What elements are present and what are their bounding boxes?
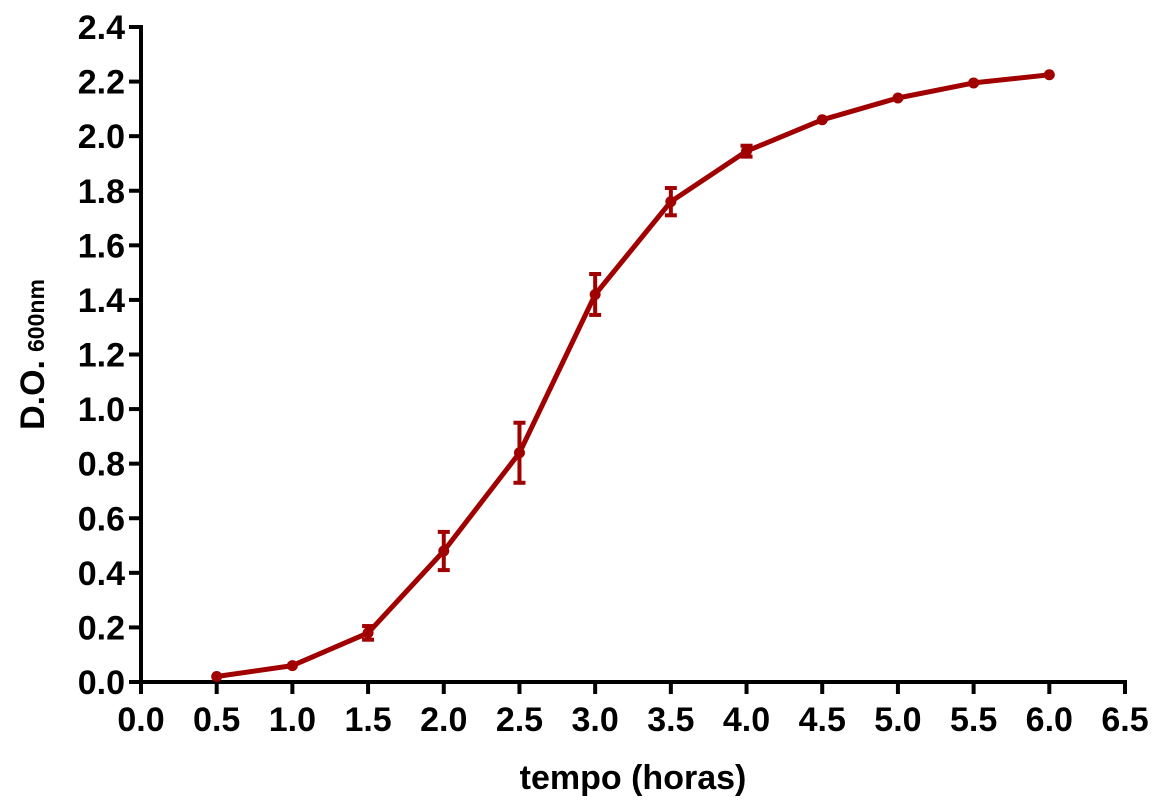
x-tick-label: 5.5 xyxy=(950,701,997,739)
x-tick-label: 6.5 xyxy=(1101,701,1148,739)
y-tick-label: 1.4 xyxy=(78,282,125,320)
y-axis-title-main: D.O. xyxy=(14,360,52,430)
data-point xyxy=(741,145,753,157)
y-tick-label: 1.2 xyxy=(78,337,125,375)
y-axis-title-subscript: 600nm xyxy=(23,279,49,352)
data-point xyxy=(362,627,374,639)
y-tick-label: 0.6 xyxy=(78,500,125,538)
data-point xyxy=(438,545,450,557)
x-tick-label: 0.5 xyxy=(193,701,240,739)
data-point xyxy=(513,447,525,459)
x-tick-label: 4.0 xyxy=(723,701,770,739)
x-tick-label: 6.0 xyxy=(1026,701,1073,739)
data-point xyxy=(589,288,601,300)
data-point xyxy=(968,77,980,89)
y-tick-label: 2.0 xyxy=(78,118,125,156)
y-tick-label: 2.4 xyxy=(78,9,125,47)
x-tick-label: 3.0 xyxy=(572,701,619,739)
data-point xyxy=(211,671,223,683)
x-tick-label: 5.0 xyxy=(874,701,921,739)
x-tick-label: 4.5 xyxy=(799,701,846,739)
y-tick-label: 0.0 xyxy=(78,664,125,702)
series-lines xyxy=(216,72,1050,679)
y-tick-label: 0.2 xyxy=(78,609,125,647)
axes: 0.0 0.2 0.4 0.6 0.8 1.0 1.2 1.4 1.6 1.8 2.0 2.2 2.4 0… xyxy=(78,9,1149,739)
y-axis-title: D.O. 600nm xyxy=(14,279,52,430)
data-point xyxy=(1043,69,1055,81)
x-axis-title: tempo (horas) xyxy=(520,759,747,797)
data-points xyxy=(211,69,1055,683)
data-point xyxy=(665,196,677,208)
data-point xyxy=(892,92,904,104)
y-tick-label: 2.2 xyxy=(78,64,125,102)
x-tick-label: 1.0 xyxy=(269,701,316,739)
x-tick-label: 0.0 xyxy=(117,701,164,739)
y-tick-label: 0.4 xyxy=(78,555,125,593)
data-point xyxy=(286,660,298,672)
y-tick-label: 1.0 xyxy=(78,391,125,429)
x-tick-label: 2.5 xyxy=(496,701,543,739)
x-tick-label: 1.5 xyxy=(344,701,391,739)
y-tick-label: 1.8 xyxy=(78,173,125,211)
x-tick-label: 2.0 xyxy=(420,701,467,739)
y-tick-label: 0.8 xyxy=(78,446,125,484)
data-point xyxy=(816,114,828,126)
error-bars xyxy=(362,143,753,642)
x-tick-label: 3.5 xyxy=(647,701,694,739)
series-line xyxy=(216,72,1050,679)
y-tick-label: 1.6 xyxy=(78,227,125,265)
